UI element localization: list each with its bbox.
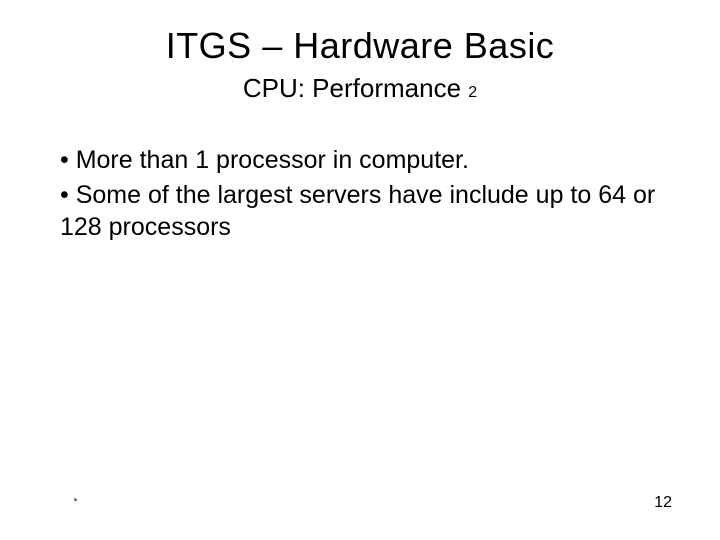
slide-subtitle: CPU: Performance 2 [60,73,660,104]
bullet-list: • More than 1 processor in computer. • S… [60,144,660,244]
subtitle-suffix: 2 [468,84,477,101]
slide-title: ITGS – Hardware Basic [60,25,660,67]
bullet-item: • More than 1 processor in computer. [60,144,660,177]
subtitle-main: CPU: Performance [243,73,468,103]
page-number: 12 [654,494,672,512]
corner-mark-icon: ◔ [70,492,78,508]
bullet-item: • Some of the largest servers have inclu… [60,179,660,244]
slide-container: ITGS – Hardware Basic CPU: Performance 2… [0,0,720,540]
